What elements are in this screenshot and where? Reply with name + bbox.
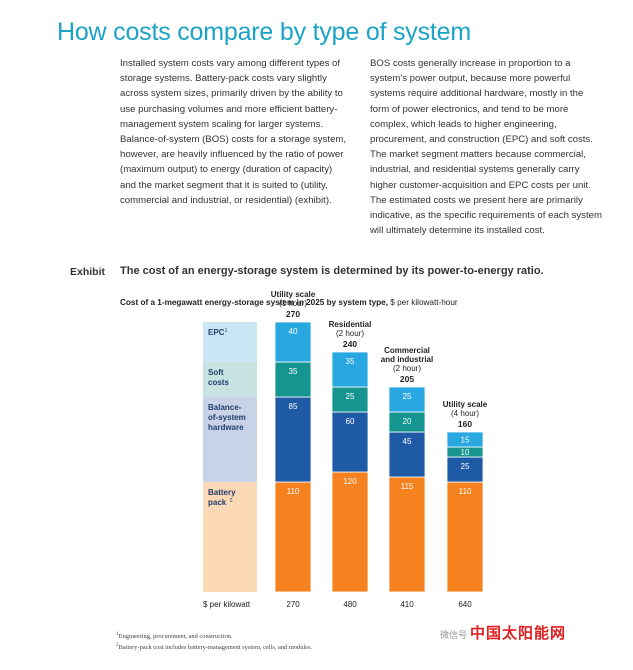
legend-band-0 (203, 482, 257, 592)
legend-label-1-1: of-system (208, 413, 246, 422)
bar-segment-2-3 (388, 386, 426, 413)
bar-value-3-1: 25 (461, 462, 470, 471)
page-title: How costs compare by type of system (57, 18, 471, 46)
bar-value-1-1: 60 (346, 417, 355, 426)
chart-subtitle-main: Cost of a 1-megawatt energy-storage syst… (120, 298, 389, 307)
footnote-1: 1Engineering, procurement, and construct… (116, 631, 233, 641)
bar-value-3-2: 10 (461, 448, 470, 457)
legend-label-2-0: Soft (208, 368, 224, 377)
per-kw-value-1: 480 (343, 600, 357, 609)
legend-label-3-0: EPC (208, 328, 225, 337)
bar-value-0-3: 40 (289, 327, 298, 336)
bar-value-3-0: 110 (459, 487, 472, 496)
bar-total-2: 205 (400, 374, 414, 384)
category-label-3-0: Utility scale (443, 400, 488, 409)
legend-band-3 (203, 322, 257, 362)
exhibit-label: Exhibit (70, 266, 106, 278)
bar-segment-3-0 (446, 481, 484, 593)
bar-segment-3-3 (446, 431, 484, 448)
legend-label-2-1: costs (208, 378, 229, 387)
footnotes: 1Engineering, procurement, and construct… (116, 630, 312, 652)
legend-band-2 (203, 362, 257, 397)
bar-segment-1-1 (331, 411, 369, 473)
legend-band-1 (203, 397, 257, 482)
legend-label-1-0: Balance- (208, 403, 242, 412)
category-label-1-0: Residential (329, 320, 372, 329)
bar-value-2-2: 20 (403, 417, 412, 426)
footnote-2: 2Battery-pack cost includes battery-mana… (116, 642, 313, 652)
legend-label-0-1: pack (208, 498, 227, 507)
body-paragraph-right: BOS costs generally increase in proporti… (370, 58, 602, 237)
legend-sup-3: 1 (225, 328, 228, 334)
bar-value-2-1: 45 (403, 437, 412, 446)
bar-segment-0-2 (274, 361, 312, 398)
bar-value-0-0: 110 (287, 487, 300, 496)
bar-segment-1-0 (331, 471, 369, 593)
bar-segment-1-2 (331, 386, 369, 413)
legend-label-0-0: Battery (208, 488, 236, 497)
bar-value-0-1: 85 (289, 402, 298, 411)
bar-value-2-0: 115 (401, 482, 414, 491)
bar-segment-0-0 (274, 481, 312, 593)
chart-subtitle: Cost of a 1-megawatt energy-storage syst… (120, 298, 458, 307)
legend-sup-0: 2 (230, 498, 233, 504)
footnote-2-text: Battery-pack cost includes battery-manag… (118, 644, 313, 652)
bar-value-3-3: 15 (461, 436, 470, 445)
footnote-1-text: Engineering, procurement, and constructi… (118, 633, 233, 641)
bar-total-1: 240 (343, 339, 357, 349)
watermark-logo: 中国太阳能网 (470, 624, 567, 642)
category-label-2-2: (2 hour) (393, 364, 421, 373)
per-kw-value-2: 410 (400, 600, 414, 609)
bar-value-1-2: 25 (346, 392, 355, 401)
bar-segment-3-1 (446, 456, 484, 483)
bar-total-3: 160 (458, 419, 472, 429)
legend-label-1-2: hardware (208, 423, 244, 432)
bar-value-2-3: 25 (403, 392, 412, 401)
per-kw-label: $ per kilowatt (203, 600, 251, 609)
category-label-1-1: (2 hour) (336, 329, 364, 338)
category-label-0-0: Utility scale (271, 290, 316, 299)
body-paragraph-left: Installed system costs vary among differ… (120, 58, 347, 206)
category-label-3-1: (4 hour) (451, 409, 479, 418)
bar-total-0: 270 (286, 309, 300, 319)
category-label-0-1: (1 hour) (279, 299, 307, 308)
category-label-2-0: Commercial (384, 346, 430, 355)
category-label-2-1: and industrial (381, 355, 433, 364)
bar-segment-0-1 (274, 396, 312, 483)
bar-value-1-0: 120 (343, 477, 357, 486)
bar-value-1-3: 35 (346, 357, 355, 366)
bar-segment-1-3 (331, 351, 369, 388)
bar-value-0-2: 35 (289, 367, 298, 376)
per-kw-value-0: 270 (286, 600, 300, 609)
bar-segment-2-0 (388, 476, 426, 593)
per-kw-value-3: 640 (458, 600, 472, 609)
watermark-account: 微信号 (440, 630, 468, 640)
exhibit-title: The cost of an energy-storage system is … (120, 265, 544, 277)
bar-segment-0-3 (274, 321, 312, 363)
chart-subtitle-unit: $ per kilowatt-hour (388, 298, 458, 307)
